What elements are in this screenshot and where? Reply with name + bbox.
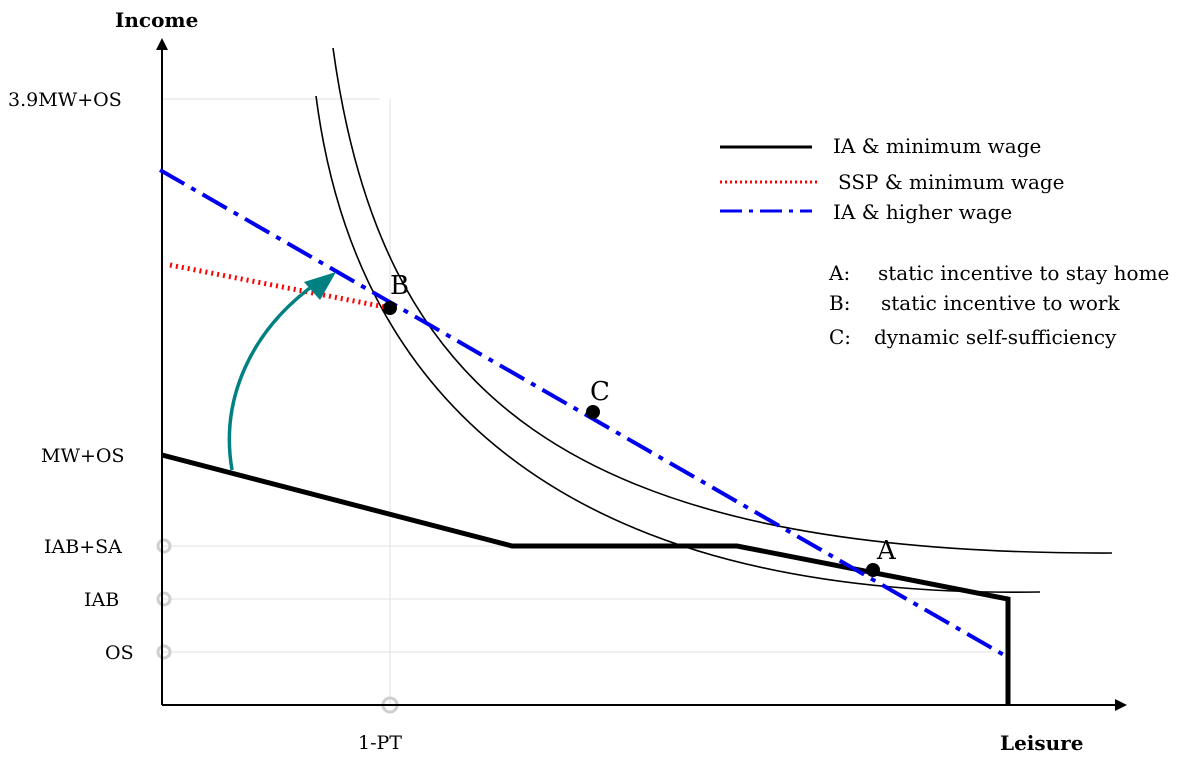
note-b-text: static incentive to work — [881, 291, 1120, 315]
legend: IA & minimum wage SSP & minimum wage IA … — [720, 134, 1065, 224]
indifference-curve-inner — [315, 95, 1041, 593]
note-c-text: dynamic self-sufficiency — [874, 325, 1117, 349]
y-tick-3.9mw-os: 3.9MW+OS — [8, 89, 122, 111]
budget-line-ia-higher-wage — [159, 168, 1005, 657]
point-a-marker — [866, 563, 880, 577]
tick-marker-iab — [156, 591, 172, 607]
indifference-curve-outer — [332, 47, 1113, 554]
gridlines — [162, 98, 1000, 705]
note-a-text: static incentive to stay home — [878, 261, 1169, 285]
shift-arrowhead-icon — [304, 272, 336, 300]
tick-markers — [156, 538, 399, 714]
budget-line-ssp-minimum-wage — [169, 262, 391, 311]
point-c-label: C — [590, 377, 610, 407]
point-b-marker — [383, 301, 397, 315]
legend-label-ia-higher-wage: IA & higher wage — [833, 200, 1012, 224]
shift-arrow — [227, 280, 320, 471]
y-tick-os: OS — [105, 642, 134, 664]
point-b-label: B — [390, 271, 409, 301]
y-tick-mw-os: MW+OS — [41, 445, 125, 467]
x-tick-1-pt: 1-PT — [358, 732, 402, 754]
note-b-key: B: — [829, 291, 850, 315]
point-c-marker — [586, 405, 600, 419]
point-notes: A: static incentive to stay home B: stat… — [828, 261, 1169, 349]
y-tick-iab: IAB — [84, 589, 119, 611]
x-axis-title: Leisure — [1000, 731, 1083, 755]
y-axis-title: Income — [115, 8, 198, 32]
legend-label-ia-minimum-wage: IA & minimum wage — [833, 134, 1041, 158]
note-c-key: C: — [829, 325, 851, 349]
legend-label-ssp-minimum-wage: SSP & minimum wage — [838, 170, 1065, 194]
point-a-label: A — [876, 536, 897, 566]
tick-marker-iab-sa — [156, 538, 172, 554]
note-a-key: A: — [828, 261, 850, 285]
y-tick-iab-sa: IAB+SA — [44, 536, 122, 558]
tick-marker-os — [156, 644, 172, 660]
budget-line-ia-minimum-wage — [161, 452, 1011, 705]
